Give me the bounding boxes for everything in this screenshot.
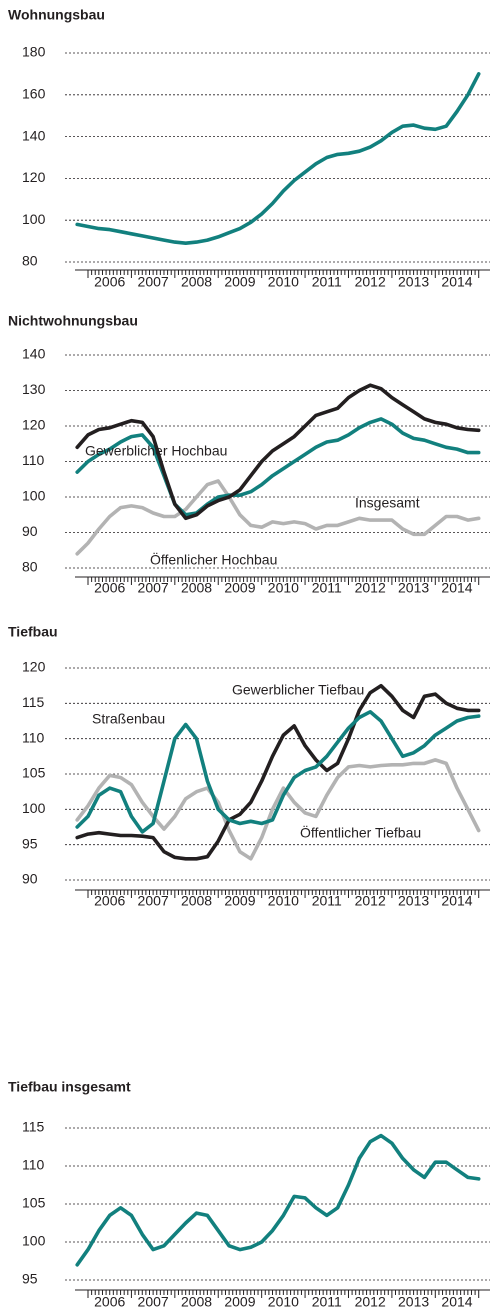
series-label: Insgesamt	[355, 495, 420, 511]
data-line	[75, 683, 481, 861]
series-label: Öffenlicher Hochbau	[150, 551, 277, 568]
x-tick-label: 2007	[138, 274, 169, 290]
x-tick-label: 2013	[398, 1294, 429, 1310]
x-tick-label: 2011	[312, 893, 342, 909]
panel-title: Tiefbau insgesamt	[8, 1079, 131, 1095]
x-tick-label: 2007	[138, 1294, 169, 1310]
x-tick-label: 2006	[94, 1294, 125, 1310]
y-tick-label: 160	[22, 86, 46, 102]
data-line	[75, 1133, 481, 1267]
x-tick-label: 2008	[181, 580, 212, 596]
x-tick-label: 2014	[441, 893, 472, 909]
x-tick-label: 2014	[441, 1294, 472, 1310]
x-tick-label: 2008	[181, 1294, 212, 1310]
series-label: Öffentlicher Tiefbau	[300, 824, 421, 841]
x-tick-label: 2014	[441, 274, 472, 290]
x-tick-label: 2012	[355, 580, 386, 596]
x-tick-label: 2012	[355, 893, 386, 909]
y-tick-label: 95	[22, 1271, 38, 1287]
x-tick-label: 2008	[181, 893, 212, 909]
x-tick-label: 2014	[441, 580, 472, 596]
y-tick-label: 115	[22, 694, 45, 710]
data-line	[75, 417, 481, 517]
y-tick-label: 110	[22, 1157, 45, 1173]
x-tick-label: 2010	[268, 274, 299, 290]
x-tick-label: 2013	[398, 580, 429, 596]
x-tick-label: 2013	[398, 274, 429, 290]
x-tick-label: 2008	[181, 274, 212, 290]
data-line	[75, 479, 481, 556]
x-tick-label: 2010	[268, 893, 299, 909]
y-tick-label: 90	[22, 523, 38, 539]
y-tick-label: 100	[22, 488, 46, 504]
y-tick-label: 105	[22, 1195, 46, 1211]
x-tick-label: 2009	[224, 580, 255, 596]
x-tick-label: 2010	[268, 1294, 299, 1310]
y-tick-label: 80	[22, 253, 38, 269]
x-tick-label: 2009	[224, 893, 255, 909]
y-tick-label: 105	[22, 765, 46, 781]
panel-title: Nichtwohnungsbau	[8, 313, 138, 329]
y-tick-label: 115	[22, 1119, 45, 1135]
y-tick-label: 120	[22, 659, 46, 675]
y-tick-label: 180	[22, 44, 46, 60]
y-tick-label: 140	[22, 127, 46, 143]
x-tick-label: 2006	[94, 893, 125, 909]
series-label: Gewerblicher Hochbau	[85, 443, 227, 459]
x-tick-label: 2011	[312, 1294, 342, 1310]
y-tick-label: 120	[22, 169, 46, 185]
series-label: Gewerblicher Tiefbau	[232, 682, 364, 698]
x-tick-label: 2011	[312, 580, 342, 596]
y-tick-label: 140	[22, 346, 46, 362]
y-tick-label: 100	[22, 800, 46, 816]
y-tick-label: 120	[22, 417, 46, 433]
y-tick-label: 80	[22, 559, 38, 575]
data-line	[75, 383, 481, 521]
y-tick-label: 100	[22, 1233, 46, 1249]
y-tick-label: 95	[22, 835, 38, 851]
x-tick-label: 2006	[94, 580, 125, 596]
x-tick-label: 2010	[268, 580, 299, 596]
x-tick-label: 2007	[138, 580, 169, 596]
data-line	[75, 758, 481, 861]
x-tick-label: 2011	[312, 274, 342, 290]
data-line	[75, 710, 481, 834]
y-tick-label: 130	[22, 381, 46, 397]
x-tick-label: 2009	[224, 274, 255, 290]
data-line	[75, 72, 481, 245]
x-tick-label: 2013	[398, 893, 429, 909]
x-tick-label: 2007	[138, 893, 169, 909]
y-tick-label: 110	[22, 729, 45, 745]
series-label: Straßenbau	[92, 711, 165, 727]
x-tick-label: 2009	[224, 1294, 255, 1310]
x-tick-label: 2006	[94, 274, 125, 290]
x-tick-label: 2012	[355, 274, 386, 290]
y-tick-label: 90	[22, 871, 38, 887]
x-tick-label: 2012	[355, 1294, 386, 1310]
y-tick-label: 100	[22, 211, 46, 227]
y-tick-label: 110	[22, 452, 45, 468]
panel-title: Tiefbau	[8, 624, 58, 640]
panel-title: Wohnungsbau	[8, 7, 105, 23]
